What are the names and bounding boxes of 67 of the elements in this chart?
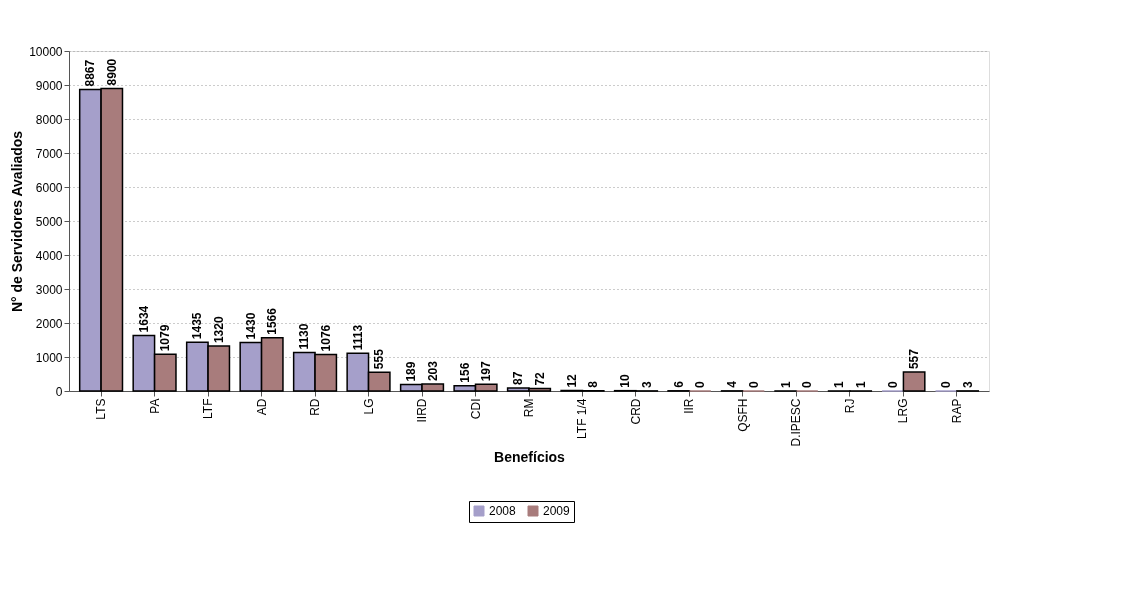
x-tick-label: RM (522, 398, 536, 418)
data-label: 87 (511, 371, 526, 386)
data-label: 0 (939, 381, 954, 388)
data-label: 72 (532, 371, 547, 386)
data-label: 1634 (136, 305, 151, 333)
y-tick-label: 10000 (29, 44, 63, 59)
data-label: 0 (800, 381, 815, 388)
data-label: 1566 (265, 307, 280, 335)
data-label: 203 (425, 360, 440, 382)
legend-label: 2009 (543, 504, 571, 518)
data-label: 156 (457, 362, 472, 383)
x-tick-label: D.IPESC (789, 398, 804, 447)
bar (902, 371, 926, 392)
data-label: 8900 (104, 58, 119, 86)
x-tick-label: LTF (201, 398, 216, 419)
data-label: 1130 (297, 323, 312, 350)
y-tick-label: 8000 (35, 112, 63, 127)
y-tick-label: 5000 (35, 214, 63, 229)
x-tick-label: CRD (628, 398, 643, 425)
data-label: 3 (960, 380, 975, 388)
data-label: 189 (404, 361, 419, 382)
data-label: 12 (564, 373, 579, 388)
x-tick-label: LG (361, 398, 376, 415)
x-tick-label: PA (147, 398, 162, 414)
data-label: 3 (639, 380, 654, 388)
data-label: 1430 (243, 312, 258, 340)
data-label: 8867 (83, 59, 98, 87)
y-tick-label: 1000 (35, 350, 63, 365)
x-tick-label: RAP (949, 398, 964, 424)
data-label: 1320 (211, 316, 226, 344)
x-tick-label: AD (254, 398, 269, 416)
x-tick-label: LRG (896, 398, 911, 424)
y-axis-title: N° de Servidores Avaliados (9, 130, 26, 313)
data-label: 1079 (158, 324, 173, 352)
x-axis-title: Benefícios (494, 448, 566, 465)
data-label: 197 (479, 360, 494, 382)
data-label: 1076 (318, 324, 333, 352)
legend-label: 2008 (489, 504, 517, 518)
data-label: 0 (746, 381, 761, 388)
y-tick-label: 0 (55, 384, 63, 399)
x-tick-label: RD (308, 398, 323, 416)
y-tick-label: 2000 (35, 316, 63, 331)
data-label: 8 (586, 380, 601, 388)
data-label: 1 (832, 380, 847, 388)
data-label: 10 (618, 373, 633, 388)
y-tick-label: 6000 (35, 180, 63, 195)
y-tick-label: 3000 (35, 282, 63, 297)
x-tick-label: LTF 1/4 (575, 398, 590, 439)
data-label: 4 (725, 380, 740, 388)
data-label: 557 (907, 348, 922, 370)
y-tick-label: 7000 (35, 146, 63, 161)
data-label: 6 (671, 380, 686, 388)
y-tick-label: 9000 (35, 78, 63, 93)
data-label: 0 (693, 381, 708, 388)
x-tick-label: IIR (682, 398, 697, 414)
x-tick-label: RJ (842, 398, 857, 414)
data-label: 555 (372, 348, 387, 370)
x-tick-label: CDI (468, 398, 483, 420)
data-label: 1 (853, 380, 868, 388)
x-tick-label: LTS (94, 398, 109, 420)
data-label: 1 (778, 380, 793, 388)
data-label: 0 (885, 381, 900, 388)
data-label: 1113 (350, 324, 365, 351)
data-label: 1435 (190, 312, 205, 340)
x-tick-label: QSFH (735, 398, 750, 432)
x-tick-label: IIRD (415, 398, 430, 423)
y-tick-label: 4000 (35, 248, 63, 263)
